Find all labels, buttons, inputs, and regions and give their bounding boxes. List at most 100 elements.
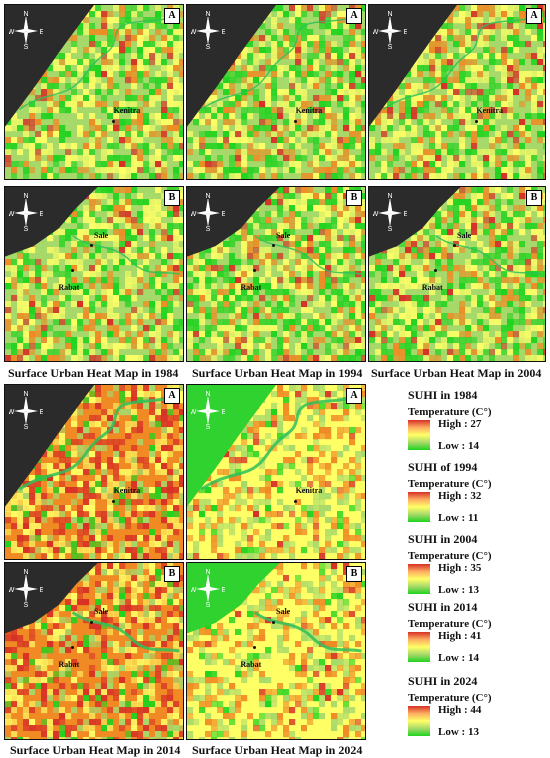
city-label: Rabat	[58, 659, 80, 669]
river-line	[254, 235, 362, 275]
map-panel-2014-a: N S W E A Kenitra	[4, 384, 184, 560]
legend-title: SUHI in 1984	[408, 388, 478, 402]
river-line	[200, 14, 362, 111]
legend-high: High : 32	[438, 490, 482, 502]
map-panel-1984-a: N S W E A Kenitra	[4, 4, 184, 180]
sea-area	[369, 187, 461, 257]
legend-subtitle: Temperature (C°)	[408, 618, 492, 630]
sea-area	[187, 563, 280, 634]
city-label: Kenitra	[113, 105, 141, 115]
compass-n: N	[205, 193, 210, 200]
sea-area	[187, 187, 280, 257]
city-label: Sale	[276, 607, 291, 616]
panel-tag: A	[346, 388, 362, 404]
legend-subtitle: Temperature (C°)	[408, 692, 492, 704]
sea-area	[5, 187, 98, 257]
city-point	[252, 268, 256, 272]
river-line	[72, 235, 180, 275]
compass-s: S	[206, 602, 211, 607]
city-label: Kenitra	[295, 105, 323, 115]
city-point	[453, 244, 457, 248]
city-label: Rabat	[58, 282, 80, 292]
compass-s: S	[206, 44, 211, 49]
compass-e: E	[40, 409, 43, 416]
compass-e: E	[222, 211, 225, 218]
caption-2004: Surface Urban Heat Map in 2004	[371, 366, 542, 380]
compass-n: N	[205, 391, 210, 398]
compass-n: N	[23, 193, 28, 200]
city-label: Sale	[94, 230, 109, 240]
legend-color-ramp	[408, 564, 430, 594]
compass-n: N	[23, 569, 28, 576]
north-arrow-icon: N S W E	[190, 9, 227, 51]
compass-e: E	[222, 587, 225, 594]
compass-e: E	[404, 211, 407, 218]
city-point	[111, 119, 115, 123]
compass-e: E	[222, 29, 225, 36]
map-panel-2024-a: N S W E A Kenitra	[186, 384, 366, 560]
city-point	[474, 119, 478, 123]
compass-n: N	[23, 391, 28, 398]
legend-color-ramp	[408, 420, 430, 450]
legend-title: SUHI in 2014	[408, 600, 478, 614]
north-arrow-icon: N S W E	[372, 191, 409, 233]
legend-low: Low : 13	[438, 726, 479, 738]
caption-2014: Surface Urban Heat Map in 2014	[10, 743, 181, 757]
city-point	[252, 645, 256, 649]
compass-w: W	[373, 211, 379, 218]
map-panel-1994-b: N S W E B Sale Rabat	[186, 186, 366, 362]
river-line	[253, 611, 362, 653]
north-arrow-icon: N S W E	[190, 567, 227, 609]
map-panel-2004-b: N S W E B Sale Rabat	[368, 186, 546, 362]
compass-n: N	[387, 11, 392, 18]
city-label: Kenitra	[476, 105, 504, 115]
compass-e: E	[40, 587, 43, 594]
legend-high: High : 27	[438, 418, 482, 430]
city-label: Rabat	[240, 282, 262, 292]
city-label: Rabat	[240, 659, 262, 669]
map-panel-2024-b: N S W E B Sale Rabat	[186, 562, 366, 740]
city-point	[272, 244, 276, 248]
city-label: Rabat	[421, 282, 443, 292]
compass-w: W	[373, 29, 379, 36]
compass-s: S	[24, 44, 29, 49]
compass-s: S	[206, 424, 211, 429]
city-point	[90, 621, 94, 625]
compass-w: W	[191, 211, 197, 218]
river-line	[18, 394, 180, 491]
city-point	[434, 268, 438, 272]
compass-w: W	[191, 409, 197, 416]
city-point	[111, 499, 115, 503]
legend-high: High : 41	[438, 630, 482, 642]
heat-raster	[187, 563, 365, 739]
compass-e: E	[40, 29, 43, 36]
panel-tag: B	[164, 566, 180, 582]
legend-title: SUHI of 1994	[408, 460, 478, 474]
panel-tag: A	[346, 8, 362, 24]
legend-subtitle: Temperature (C°)	[408, 550, 492, 562]
compass-s: S	[388, 44, 393, 49]
compass-e: E	[222, 409, 225, 416]
legend-title: SUHI in 2004	[408, 532, 478, 546]
heat-raster	[187, 187, 365, 361]
north-arrow-icon: N S W E	[8, 191, 45, 233]
city-label: Kenitra	[295, 485, 323, 495]
caption-1984: Surface Urban Heat Map in 1984	[8, 366, 179, 380]
heat-raster	[369, 5, 545, 179]
heat-raster	[5, 563, 183, 739]
city-label: Kenitra	[113, 485, 141, 495]
river-line	[200, 394, 362, 491]
map-panel-2014-b: N S W E B Sale Rabat	[4, 562, 184, 740]
compass-n: N	[205, 569, 210, 576]
legend-subtitle: Temperature (C°)	[408, 406, 492, 418]
panel-tag: B	[526, 190, 542, 206]
city-label: Sale	[457, 230, 472, 240]
compass-s: S	[24, 424, 29, 429]
compass-s: S	[206, 226, 211, 231]
city-point	[272, 621, 276, 625]
legend-color-ramp	[408, 706, 430, 736]
compass-n: N	[205, 11, 210, 18]
compass-w: W	[191, 29, 197, 36]
panel-tag: A	[526, 8, 542, 24]
map-panel-2004-a: N S W E A Kenitra	[368, 4, 546, 180]
